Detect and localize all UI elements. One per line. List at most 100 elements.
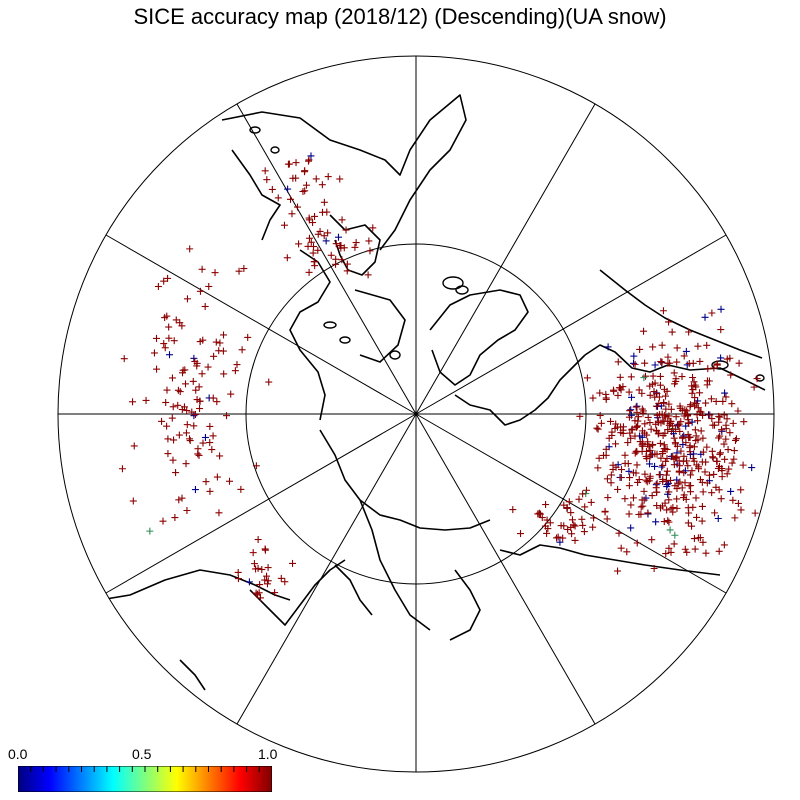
accuracy-point <box>739 461 747 469</box>
accuracy-point <box>721 389 729 397</box>
accuracy-point <box>336 175 344 183</box>
accuracy-point <box>589 523 597 531</box>
accuracy-point <box>667 476 675 484</box>
accuracy-point <box>719 397 727 405</box>
accuracy-point <box>696 476 704 484</box>
accuracy-point <box>662 477 670 485</box>
accuracy-point <box>311 212 319 220</box>
accuracy-point <box>627 406 635 414</box>
accuracy-point <box>737 506 745 514</box>
accuracy-point <box>634 422 642 430</box>
accuracy-point <box>694 404 702 412</box>
accuracy-point <box>715 418 723 426</box>
accuracy-point <box>643 431 651 439</box>
accuracy-point <box>648 492 656 500</box>
accuracy-point <box>609 386 617 394</box>
accuracy-point <box>727 371 735 379</box>
accuracy-point <box>314 246 322 254</box>
accuracy-point <box>320 232 328 240</box>
accuracy-point <box>163 422 171 430</box>
island-7 <box>249 126 261 134</box>
accuracy-point <box>632 423 640 431</box>
accuracy-point <box>731 514 739 522</box>
accuracy-point <box>653 488 661 496</box>
accuracy-point <box>175 496 183 504</box>
accuracy-point <box>692 494 700 502</box>
accuracy-point <box>680 352 688 360</box>
accuracy-point <box>656 372 664 380</box>
accuracy-point <box>705 471 713 479</box>
accuracy-point <box>198 265 206 273</box>
accuracy-point <box>206 439 214 447</box>
accuracy-point <box>718 467 726 475</box>
accuracy-point <box>554 533 562 541</box>
accuracy-point <box>210 352 218 360</box>
accuracy-point <box>628 426 636 434</box>
accuracy-point <box>644 438 652 446</box>
accuracy-point <box>656 439 664 447</box>
accuracy-point <box>201 302 209 310</box>
accuracy-point <box>640 374 648 382</box>
accuracy-point <box>676 427 684 435</box>
accuracy-point <box>708 447 716 455</box>
accuracy-point <box>686 403 694 411</box>
accuracy-point <box>686 448 694 456</box>
accuracy-point <box>684 462 692 470</box>
accuracy-point <box>698 502 706 510</box>
accuracy-point <box>714 464 722 472</box>
accuracy-point <box>690 443 698 451</box>
accuracy-point <box>283 254 291 262</box>
accuracy-point <box>633 408 641 416</box>
accuracy-point <box>715 434 723 442</box>
accuracy-point <box>301 187 309 195</box>
accuracy-point <box>175 431 183 439</box>
island-4 <box>339 336 351 344</box>
accuracy-point <box>684 412 692 420</box>
accuracy-point <box>191 486 199 494</box>
accuracy-point <box>543 529 551 537</box>
accuracy-point <box>580 528 588 536</box>
accuracy-point <box>639 407 647 415</box>
accuracy-point <box>687 482 695 490</box>
accuracy-point <box>648 441 656 449</box>
accuracy-point <box>351 243 359 251</box>
accuracy-point <box>158 417 166 425</box>
coastline-8 <box>599 269 763 359</box>
accuracy-point <box>183 407 191 415</box>
accuracy-point <box>543 516 551 524</box>
accuracy-point <box>678 434 686 442</box>
accuracy-point <box>614 567 622 575</box>
map-title: SICE accuracy map (2018/12) (Descending)… <box>133 4 667 29</box>
accuracy-point <box>601 508 609 516</box>
accuracy-point <box>314 230 322 238</box>
accuracy-point <box>603 515 611 523</box>
accuracy-point <box>647 451 655 459</box>
accuracy-point <box>596 411 604 419</box>
accuracy-point <box>646 419 654 427</box>
accuracy-point <box>717 495 725 503</box>
accuracy-point <box>708 415 716 423</box>
accuracy-point <box>196 338 204 346</box>
accuracy-point <box>206 422 214 430</box>
accuracy-point <box>615 529 623 537</box>
accuracy-point <box>702 399 710 407</box>
accuracy-point <box>718 473 726 481</box>
accuracy-point <box>571 536 579 544</box>
accuracy-point <box>672 413 680 421</box>
accuracy-point <box>715 547 723 555</box>
accuracy-point <box>261 576 269 584</box>
accuracy-point <box>233 361 241 369</box>
accuracy-point <box>720 440 728 448</box>
accuracy-point <box>657 454 665 462</box>
accuracy-point <box>699 488 707 496</box>
accuracy-point <box>698 517 706 525</box>
accuracy-point <box>675 457 683 465</box>
accuracy-point <box>213 473 221 481</box>
accuracy-point <box>729 419 737 427</box>
accuracy-point <box>713 361 721 369</box>
accuracy-point <box>364 271 372 279</box>
accuracy-point <box>206 487 214 495</box>
accuracy-point <box>673 358 681 366</box>
accuracy-point <box>578 515 586 523</box>
accuracy-point <box>280 221 288 229</box>
